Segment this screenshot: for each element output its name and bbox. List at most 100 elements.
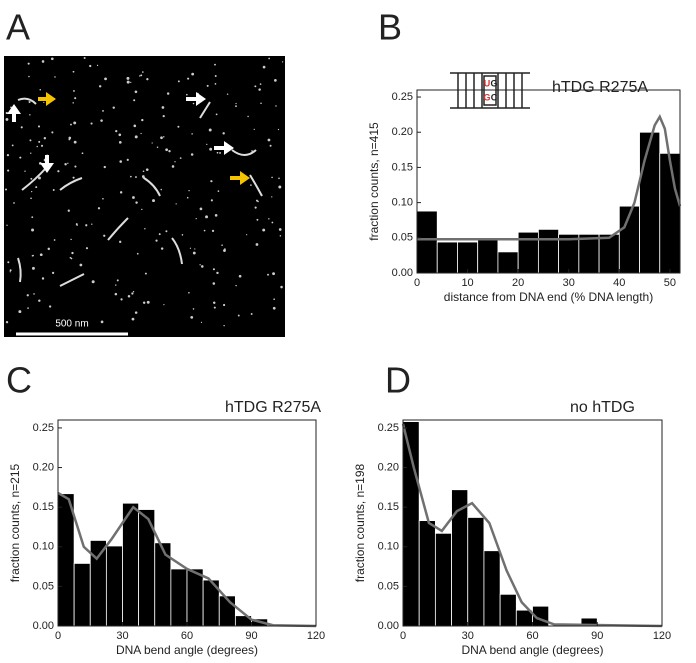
particle <box>43 137 47 140</box>
particle <box>259 83 262 85</box>
fit-curve <box>401 423 663 628</box>
particle <box>68 138 71 141</box>
y-axis-label: fraction counts, n=215 <box>8 463 22 582</box>
particle <box>247 115 249 118</box>
particle <box>205 215 208 219</box>
bar <box>477 237 499 274</box>
x-tick-label: 120 <box>653 630 671 642</box>
particle <box>37 176 41 180</box>
particle <box>134 311 138 314</box>
inset-label: G <box>483 92 490 102</box>
particle <box>146 300 150 304</box>
particle <box>237 314 240 317</box>
x-tick-label: 0 <box>55 630 61 642</box>
particle <box>271 176 273 179</box>
panel-label: C <box>6 360 32 401</box>
particle <box>85 224 88 227</box>
particle <box>274 79 277 82</box>
particle <box>238 274 242 278</box>
bar <box>598 233 620 274</box>
bar <box>457 241 479 274</box>
particle <box>279 235 282 237</box>
particle <box>216 271 219 275</box>
particle <box>26 294 29 297</box>
particle <box>160 136 163 140</box>
particle <box>41 277 45 280</box>
particle <box>235 284 237 287</box>
particle <box>30 152 32 154</box>
particle <box>89 64 92 68</box>
fit-curve <box>57 491 317 628</box>
bar <box>416 210 438 274</box>
particle <box>262 228 266 232</box>
afm-image <box>4 56 285 337</box>
y-tick-label: 0.00 <box>33 620 54 632</box>
particle <box>258 88 261 91</box>
particle <box>254 85 257 88</box>
particle <box>83 57 86 60</box>
particle <box>278 185 282 189</box>
particle <box>115 284 117 286</box>
particle <box>70 238 72 241</box>
bar <box>105 545 123 627</box>
particle <box>134 90 138 94</box>
particle <box>158 233 161 236</box>
particle <box>246 234 248 236</box>
particle <box>209 147 213 151</box>
particle <box>91 223 93 225</box>
particle <box>114 292 118 296</box>
particle <box>38 140 41 143</box>
particle <box>216 151 219 154</box>
annotation: hTDG R275A <box>552 79 648 96</box>
particle <box>116 279 119 282</box>
particle <box>165 148 168 152</box>
particle <box>119 191 123 194</box>
bar <box>483 550 501 627</box>
particle <box>181 234 184 236</box>
y-axis-label: fraction counts, n=415 <box>367 122 381 241</box>
particle <box>73 140 77 144</box>
particle <box>163 304 165 306</box>
x-axis-label: distance from DNA end (% DNA length) <box>444 290 653 304</box>
particle <box>98 85 102 88</box>
particle <box>175 203 177 205</box>
y-tick-label: 0.15 <box>392 161 413 173</box>
particle <box>51 271 55 275</box>
particle <box>36 145 38 148</box>
particle <box>126 76 130 80</box>
particle <box>30 197 32 200</box>
bar <box>499 593 517 627</box>
y-tick-label: 0.05 <box>33 580 54 592</box>
particle <box>40 144 44 147</box>
particle <box>210 199 213 202</box>
particle <box>203 229 206 232</box>
particle <box>235 105 237 108</box>
x-tick-label: 60 <box>181 630 193 642</box>
particle <box>6 154 10 157</box>
particle <box>27 62 30 65</box>
particle <box>256 218 259 221</box>
particle <box>269 144 272 147</box>
plot-frame <box>416 89 681 274</box>
inset-label: C <box>491 92 498 102</box>
bar <box>537 228 560 274</box>
particle <box>251 150 253 152</box>
arrows <box>7 92 250 185</box>
particle <box>31 228 35 232</box>
particle <box>186 196 189 199</box>
particle <box>191 72 195 76</box>
particle <box>275 105 277 107</box>
particle <box>73 90 75 92</box>
particle <box>102 197 104 200</box>
particle <box>31 216 34 219</box>
particle <box>72 176 75 179</box>
particle <box>213 301 216 304</box>
particle <box>199 264 201 266</box>
particle <box>214 63 216 66</box>
particle <box>140 74 143 77</box>
particle <box>160 188 162 191</box>
particle <box>57 170 60 173</box>
particle <box>131 292 134 295</box>
particle <box>32 266 35 270</box>
particle <box>188 189 190 192</box>
